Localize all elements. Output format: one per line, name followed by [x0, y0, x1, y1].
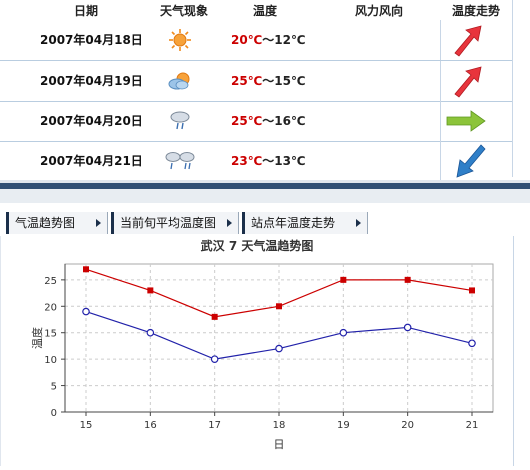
section-divider-band	[0, 189, 530, 203]
row-date: 2007年04月20日	[40, 114, 143, 128]
data-point	[468, 339, 476, 348]
tab-label: 气温趋势图	[15, 216, 76, 230]
temp-sep: ～	[262, 154, 275, 168]
y-tick-label: 10	[44, 355, 57, 366]
temp-high: 25℃	[231, 74, 263, 88]
x-tick-label: 15	[80, 420, 93, 431]
data-point	[276, 303, 282, 310]
data-point	[82, 307, 90, 316]
tab-arrow-icon	[227, 219, 232, 227]
data-point	[403, 323, 412, 332]
row-temperature: 25℃～16℃	[231, 101, 305, 141]
x-tick-label: 18	[273, 420, 286, 431]
section-divider-bar	[0, 183, 530, 189]
showers-icon	[163, 148, 197, 174]
temperature-chart-panel: 武汉 7 天气温趋势图 0 5 10 15 20 25 15 16 17 18 19 20 21 日 温度	[0, 236, 514, 466]
forecast-table: 日期 天气现象 温度 风力风向 温度走势 2007年04月18日 20℃～12℃	[0, 0, 513, 182]
temp-low: 12℃	[274, 33, 306, 47]
tab-arrow-icon	[356, 219, 361, 227]
temp-low: 16℃	[274, 114, 306, 128]
y-tick-label: 20	[44, 302, 57, 313]
data-point	[83, 266, 89, 273]
partly-cloudy-icon	[163, 68, 197, 94]
tab-temperature-trend[interactable]: 气温趋势图	[6, 212, 108, 234]
temp-low: 15℃	[274, 74, 306, 88]
y-tick-label: 0	[51, 408, 57, 419]
temp-sep: ～	[262, 33, 275, 47]
data-point	[339, 328, 348, 337]
trend-flat-icon	[446, 110, 486, 132]
tab-dekad-average[interactable]: 当前旬平均温度图	[111, 212, 239, 234]
y-tick-label: 15	[44, 329, 57, 340]
trend-up-icon	[454, 25, 482, 57]
tab-label: 当前旬平均温度图	[120, 216, 217, 230]
chart-title: 武汉 7 天气温趋势图	[201, 238, 314, 253]
temperature-trend-chart: 武汉 7 天气温趋势图 0 5 10 15 20 25 15 16 17 18 19 20 21 日 温度	[30, 238, 494, 451]
trend-cell	[440, 101, 513, 141]
row-temperature: 20℃～12℃	[231, 20, 305, 60]
y-tick-label: 25	[44, 276, 57, 287]
header-date: 日期	[74, 4, 99, 18]
data-point	[469, 287, 475, 294]
row-date: 2007年04月19日	[40, 74, 143, 88]
header-wind: 风力风向	[355, 4, 404, 18]
row-temperature: 23℃～13℃	[231, 141, 305, 181]
forecast-row: 2007年04月21日 23℃～13℃	[0, 141, 512, 182]
row-temperature: 25℃～15℃	[231, 61, 305, 101]
row-date: 2007年04月21日	[40, 154, 143, 168]
tab-arrow-icon	[96, 219, 101, 227]
temp-sep: ～	[262, 74, 275, 88]
trend-down-icon	[456, 144, 486, 178]
data-point	[275, 344, 283, 353]
chart-tabs: 气温趋势图 当前旬平均温度图 站点年温度走势	[0, 212, 530, 236]
trend-cell	[440, 20, 513, 60]
x-tick-label: 17	[208, 420, 221, 431]
x-tick-label: 20	[401, 420, 414, 431]
data-point	[210, 355, 219, 363]
forecast-row: 2007年04月20日 25℃～16℃	[0, 101, 512, 142]
data-point	[404, 276, 411, 283]
x-tick-label: 21	[466, 420, 479, 431]
temp-high: 20℃	[231, 33, 263, 47]
y-tick-label: 5	[51, 382, 57, 393]
data-point	[211, 313, 218, 320]
tab-label: 站点年温度走势	[251, 216, 336, 230]
forecast-row: 2007年04月18日 20℃～12℃	[0, 20, 512, 61]
header-temp: 温度	[253, 4, 278, 18]
trend-up-icon	[454, 66, 482, 98]
y-axis-label: 温度	[30, 327, 44, 349]
rain-icon	[163, 108, 197, 134]
trend-cell	[440, 61, 513, 101]
x-axis-label: 日	[274, 438, 285, 451]
header-weather: 天气现象	[160, 4, 209, 18]
temp-high: 23℃	[231, 154, 263, 168]
data-point	[340, 276, 347, 283]
x-tick-label: 16	[144, 420, 157, 431]
x-tick-label: 19	[337, 420, 350, 431]
data-point	[146, 328, 155, 337]
row-date: 2007年04月18日	[40, 33, 143, 47]
data-point	[147, 287, 154, 294]
header-trend: 温度走势	[452, 4, 501, 18]
forecast-row: 2007年04月19日 25℃～15℃	[0, 61, 512, 102]
temp-high: 25℃	[231, 114, 263, 128]
tab-station-annual[interactable]: 站点年温度走势	[242, 212, 368, 234]
temp-low: 13℃	[274, 154, 306, 168]
temp-sep: ～	[262, 114, 275, 128]
sunny-icon	[163, 27, 197, 53]
trend-cell	[440, 141, 513, 181]
